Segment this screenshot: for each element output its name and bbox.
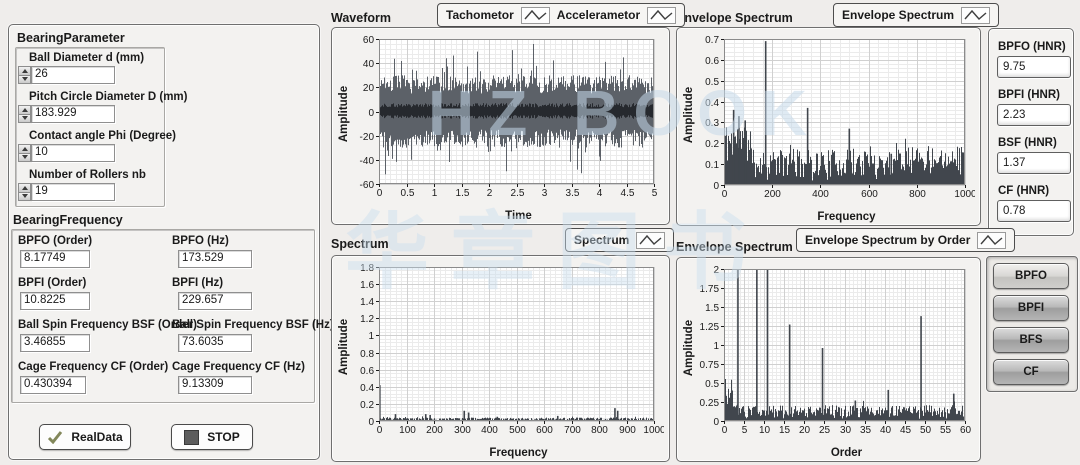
spectrum-panel: Amplitude Frequency	[331, 255, 670, 462]
contact-angle-spinner[interactable]	[18, 144, 31, 162]
bearing-parameter-title: BearingParameter	[17, 31, 125, 45]
spinner-up-icon[interactable]	[18, 105, 31, 115]
spinner-down-icon[interactable]	[18, 153, 31, 162]
cf-hz-label: Cage Frequency CF (Hz)	[172, 361, 305, 373]
envelope-order-panel: Amplitude Order	[676, 257, 981, 462]
bsf-hnr-label: BSF (HNR)	[998, 137, 1057, 149]
pitch-diameter-input[interactable]: 183.929	[31, 105, 115, 123]
pitch-diameter-label: Pitch Circle Diameter D (mm)	[29, 91, 188, 103]
plot-line-icon[interactable]	[961, 6, 991, 24]
spectrum-legend[interactable]: Spectrum	[565, 228, 675, 252]
bpfi-hnr-label: BPFI (HNR)	[998, 89, 1060, 101]
stop-button-label: STOP	[207, 430, 240, 444]
accelerometer-legend-item[interactable]: Accelerametor	[556, 8, 641, 22]
bpfo-hnr-label: BPFO (HNR)	[998, 41, 1066, 53]
zigzag-line-icon	[650, 9, 673, 20]
bpfo-hz-label: BPFO (Hz)	[172, 235, 229, 247]
zigzag-line-icon	[964, 9, 987, 20]
spinner-up-icon[interactable]	[18, 144, 31, 154]
envelope-spectrum-panel: Amplitude Frequency	[676, 27, 981, 226]
bpfi-order-label: BPFI (Order)	[18, 277, 87, 289]
bpfi-button[interactable]: BPFI	[993, 295, 1069, 321]
envelope-order-x-axis-label: Order	[830, 447, 863, 459]
plot-line-icon[interactable]	[977, 231, 1007, 249]
plot-line-icon[interactable]	[647, 6, 677, 24]
cf-hnr-value: 0.78	[997, 200, 1071, 222]
stop-square-icon	[184, 429, 200, 445]
check-icon	[48, 431, 63, 444]
realdata-button-label: RealData	[71, 430, 123, 444]
spectrum-title: Spectrum	[331, 237, 389, 251]
pitch-diameter-spinner[interactable]	[18, 105, 31, 123]
bpfo-hz-value: 173.529	[178, 250, 252, 268]
bsf-hnr-value: 1.37	[997, 152, 1071, 174]
spectrum-legend-item[interactable]: Spectrum	[574, 233, 630, 247]
bearing-parameter-group: Ball Diameter d (mm) 26 Pitch Circle Dia…	[15, 47, 188, 207]
roller-count-input[interactable]: 19	[31, 183, 115, 201]
envelope-order-legend-item[interactable]: Envelope Spectrum by Order	[805, 233, 971, 247]
cf-hnr-label: CF (HNR)	[998, 185, 1050, 197]
roller-count-spinner[interactable]	[18, 183, 31, 201]
spinner-down-icon[interactable]	[18, 75, 31, 84]
fault-buttons-panel: BPFO BPFI BFS CF	[986, 256, 1078, 392]
bpfo-order-label: BPFO (Order)	[18, 235, 93, 247]
stop-button[interactable]: STOP	[171, 424, 253, 450]
spinner-up-icon[interactable]	[18, 66, 31, 76]
bpfi-hnr-value: 2.23	[997, 104, 1071, 126]
hnr-panel: BPFO (HNR) 9.75 BPFI (HNR) 2.23 BSF (HNR…	[988, 28, 1074, 236]
waveform-title: Waveform	[331, 11, 391, 25]
envelope-order-plot	[680, 261, 975, 438]
envelope-spectrum-plot	[680, 31, 975, 202]
cf-order-label: Cage Frequency CF (Order)	[18, 361, 169, 373]
waveform-x-axis-label: Time	[505, 210, 532, 222]
bpfi-hz-value: 229.657	[178, 292, 252, 310]
bsf-hz-label: Ball Spin Frequency BSF (Hz)	[172, 319, 334, 331]
waveform-legend[interactable]: Tachometor Accelerametor	[437, 3, 686, 27]
waveform-panel: Amplitude Time	[331, 27, 670, 225]
bearing-panel: BearingParameter Ball Diameter d (mm) 26…	[8, 24, 334, 460]
bsf-order-value: 3.46855	[20, 334, 90, 352]
realdata-button[interactable]: RealData	[39, 424, 131, 450]
zigzag-line-icon	[639, 234, 662, 245]
contact-angle-label: Contact angle Phi (Degree)	[29, 130, 176, 142]
envelope-legend-item[interactable]: Envelope Spectrum	[842, 8, 955, 22]
roller-count-label: Number of Rollers nb	[29, 169, 146, 181]
ball-diameter-label: Ball Diameter d (mm)	[29, 52, 145, 64]
spinner-down-icon[interactable]	[18, 192, 31, 201]
spinner-up-icon[interactable]	[18, 183, 31, 193]
bpfo-hnr-value: 9.75	[997, 56, 1071, 78]
spinner-down-icon[interactable]	[18, 114, 31, 123]
bearing-frequency-group: BPFO (Order) 8.17749 BPFO (Hz) 173.529 B…	[11, 229, 334, 403]
zigzag-line-icon	[980, 234, 1003, 245]
bfs-button[interactable]: BFS	[993, 327, 1069, 353]
contact-angle-input[interactable]: 10	[31, 144, 115, 162]
spectrum-x-axis-label: Frequency	[489, 447, 548, 459]
cf-button[interactable]: CF	[993, 359, 1069, 385]
ball-diameter-spinner[interactable]	[18, 66, 31, 84]
cf-order-value: 0.430394	[20, 376, 86, 394]
envelope-spectrum-title: Envelope Spectrum	[676, 11, 793, 25]
bpfi-hz-label: BPFI (Hz)	[172, 277, 224, 289]
spectrum-plot	[335, 259, 664, 438]
bpfo-button[interactable]: BPFO	[993, 263, 1069, 289]
bsf-order-label: Ball Spin Frequency BSF (Order)	[18, 319, 197, 331]
envelope-order-legend[interactable]: Envelope Spectrum by Order	[796, 228, 1016, 252]
envelope-x-axis-label: Frequency	[817, 211, 876, 223]
bearing-frequency-title: BearingFrequency	[13, 213, 123, 227]
envelope-spectrum-legend[interactable]: Envelope Spectrum	[833, 3, 1000, 27]
tachometer-legend-item[interactable]: Tachometor	[446, 8, 514, 22]
zigzag-line-icon	[524, 9, 547, 20]
ball-diameter-input[interactable]: 26	[31, 66, 115, 84]
bpfo-order-value: 8.17749	[20, 250, 90, 268]
bsf-hz-value: 73.6035	[178, 334, 252, 352]
plot-line-icon[interactable]	[636, 231, 666, 249]
waveform-plot	[335, 31, 664, 201]
plot-line-icon[interactable]	[520, 6, 550, 24]
cf-hz-value: 9.13309	[178, 376, 252, 394]
bpfi-order-value: 10.8225	[20, 292, 90, 310]
